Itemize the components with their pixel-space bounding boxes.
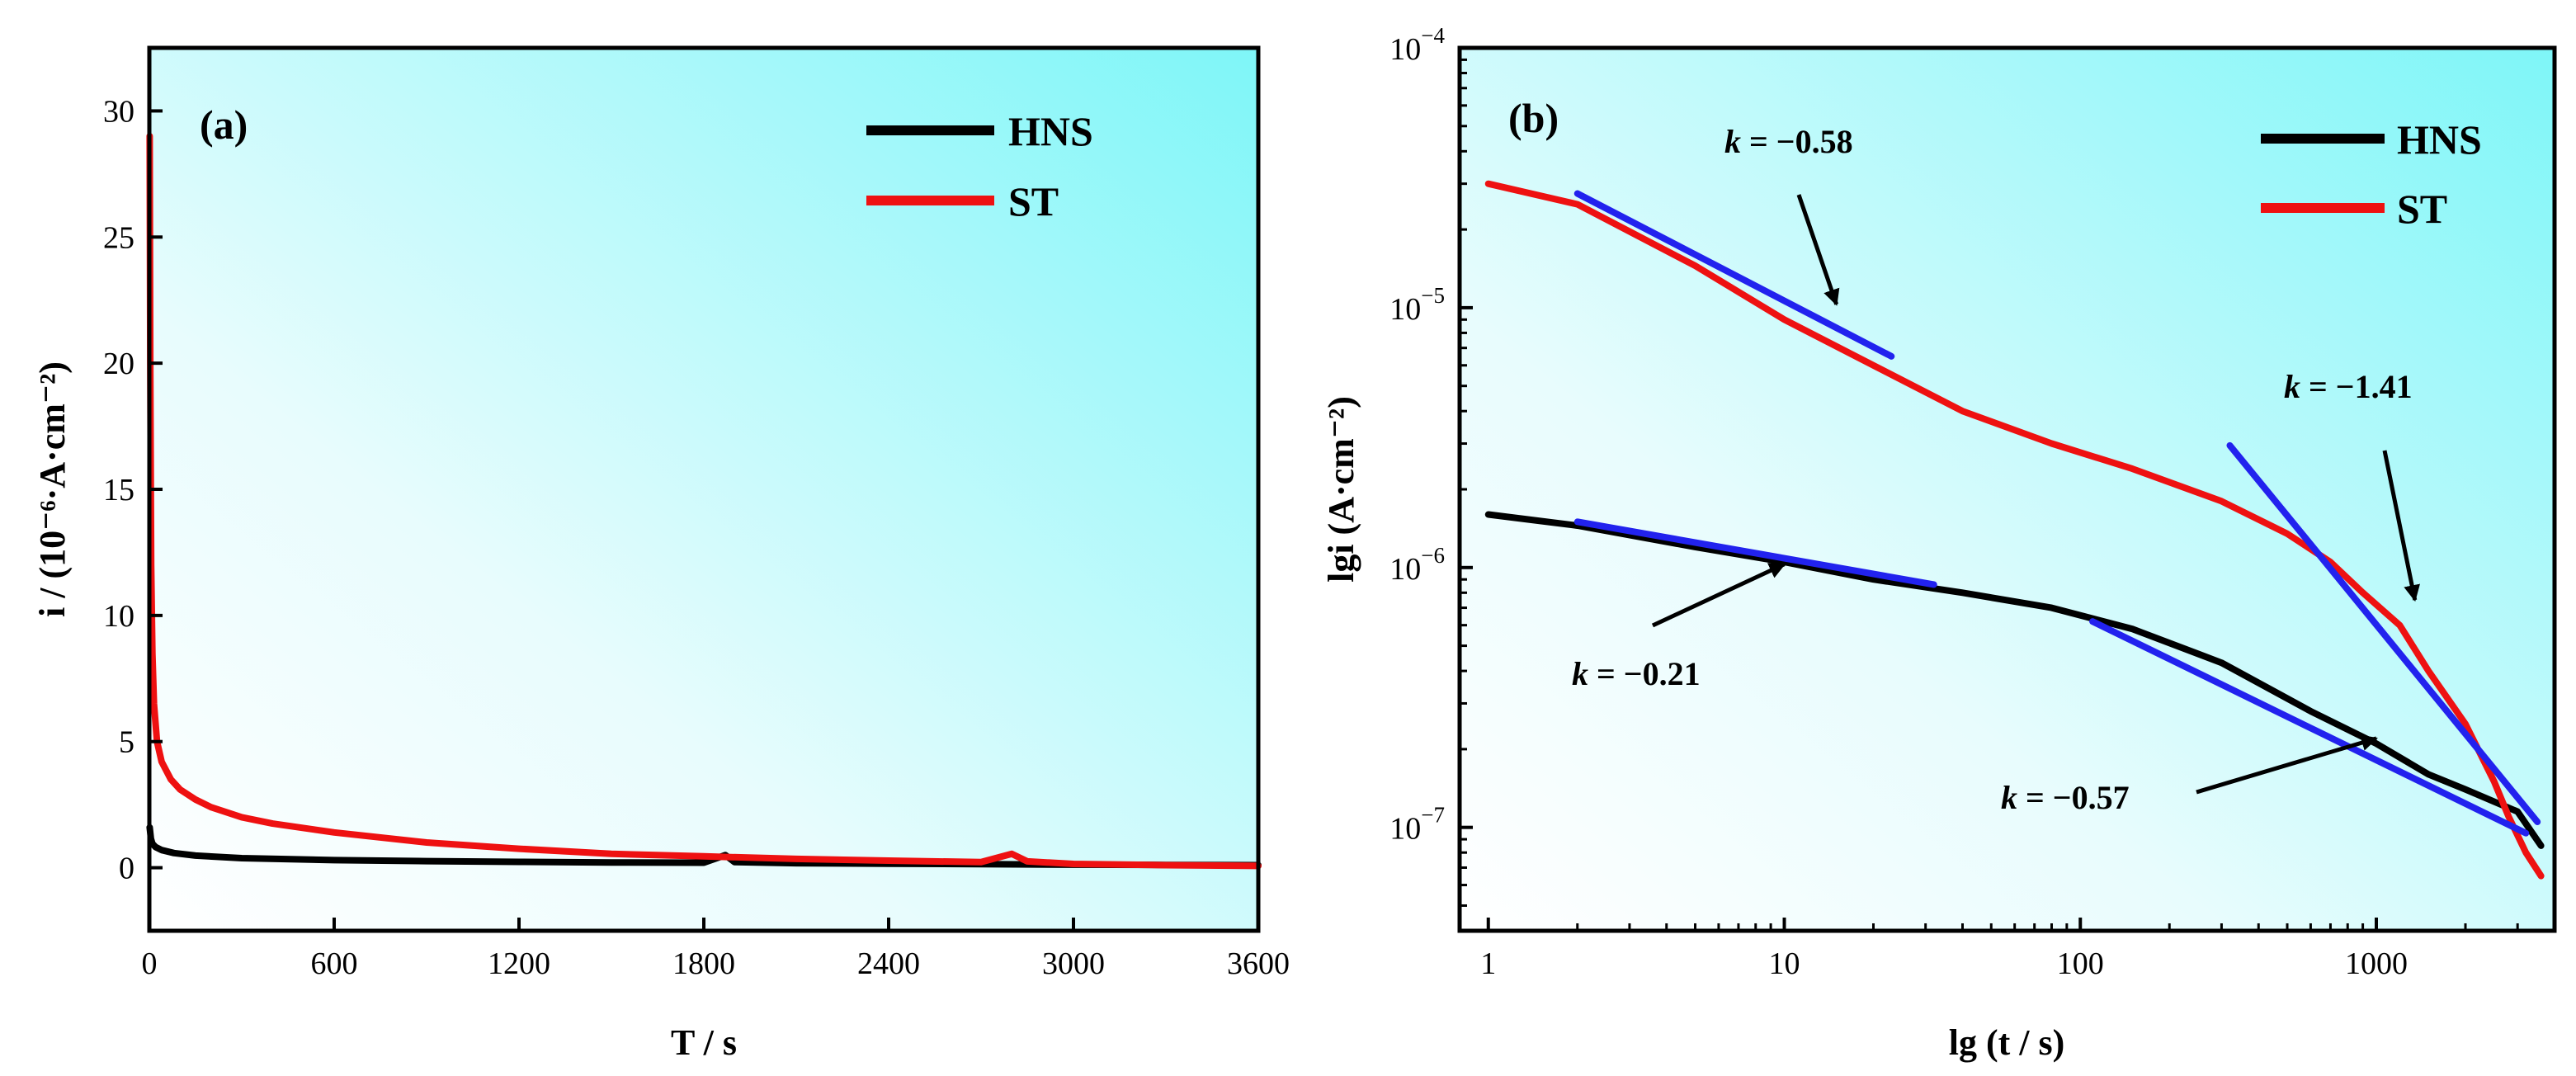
annotation-arrow-3 [1651, 562, 1786, 628]
chart-a-series [146, 133, 1262, 870]
x-tick-label: 1000 [2345, 946, 2408, 981]
chart-b-plot-background [1460, 48, 2555, 931]
y-tick-label: 10−5 [1389, 283, 1445, 327]
legend-a-hns-label: HNS [1008, 108, 1093, 154]
x-tick-label: 10 [1769, 946, 1800, 981]
chart-a-ylabel: i / (10⁻⁶·A·cm⁻²) [32, 361, 73, 617]
y-tick-label: 0 [119, 852, 134, 886]
chart-b-fits [1573, 190, 2541, 837]
chart-b-xticks: 1 10 100 1000 [1480, 918, 2556, 981]
annotation-arrow-4 [2196, 734, 2378, 795]
x-tick-label: 3600 [1227, 946, 1290, 981]
legend-a-st-label: ST [1008, 178, 1059, 224]
chart-b-ylabel: lgi (A·cm⁻²) [1321, 396, 1361, 583]
chart-a-plot-background [149, 48, 1258, 931]
y-tick-label: 5 [119, 725, 134, 760]
chart-a: 0 600 1200 1800 2400 3000 3600 0 5 10 15 20 25 30 (a… [32, 45, 1290, 1063]
y-tick-label: 25 [103, 220, 134, 255]
y-tick-label: 30 [103, 94, 134, 129]
chart-a-xlabel: T / s [671, 1022, 737, 1063]
series-line-b-hns [1484, 511, 2545, 849]
fit-line-2 [2226, 441, 2541, 826]
x-tick-label: 1800 [672, 946, 735, 981]
fit-line-3 [1573, 518, 1937, 588]
chart-a-yticks: 0 5 10 15 20 25 30 [103, 94, 163, 886]
annotation-arrow-1 [1796, 194, 1840, 306]
x-tick-label: 100 [2057, 946, 2104, 981]
legend-b-st-label: ST [2397, 186, 2447, 232]
chart-b: 1 10 100 1000 10−7 10−6 10−5 10−4 (b) lg (t / … [1321, 23, 2557, 1063]
chart-a-panel-label: (a) [200, 101, 248, 148]
chart-b-panel-label: (b) [1508, 95, 1559, 141]
x-tick-label: 600 [311, 946, 358, 981]
chart-a-legend: HNS ST [866, 108, 1093, 224]
y-tick-label: 10−7 [1389, 803, 1445, 847]
chart-b-series [1484, 180, 2545, 880]
annotation-label-2: k = −1.41 [2284, 368, 2413, 405]
series-line-a-st [146, 133, 1262, 870]
annotation-label-4: k = −0.57 [2001, 779, 2130, 816]
chart-b-legend: HNS ST [2261, 116, 2482, 232]
chart-b-annotations: k = −0.58 k = −1.41 k = −0.21 k = −0.57 [1572, 123, 2420, 816]
annotation-label-3: k = −0.21 [1572, 655, 1701, 692]
x-tick-label: 0 [142, 946, 158, 981]
chart-b-yticks: 10−7 10−6 10−5 10−4 [1389, 23, 1473, 932]
y-tick-label: 20 [103, 347, 134, 381]
y-tick-label: 10−4 [1389, 23, 1445, 67]
x-tick-label: 1 [1480, 946, 1496, 981]
fit-line-4 [2089, 618, 2530, 837]
y-tick-label: 10 [103, 599, 134, 634]
legend-b-hns-label: HNS [2397, 116, 2482, 163]
y-tick-label: 15 [103, 473, 134, 507]
x-tick-label: 3000 [1042, 946, 1105, 981]
fit-line-1 [1573, 190, 1895, 360]
x-tick-label: 2400 [857, 946, 920, 981]
chart-b-xlabel: lg (t / s) [1949, 1022, 2065, 1063]
annotation-arrow-2 [2382, 450, 2420, 602]
chart-a-xticks: 0 600 1200 1800 2400 3000 3600 [142, 918, 1290, 981]
y-tick-label: 10−6 [1389, 543, 1445, 587]
series-line-b-st [1484, 180, 2545, 880]
annotation-label-1: k = −0.58 [1724, 123, 1853, 160]
x-tick-label: 1200 [488, 946, 550, 981]
